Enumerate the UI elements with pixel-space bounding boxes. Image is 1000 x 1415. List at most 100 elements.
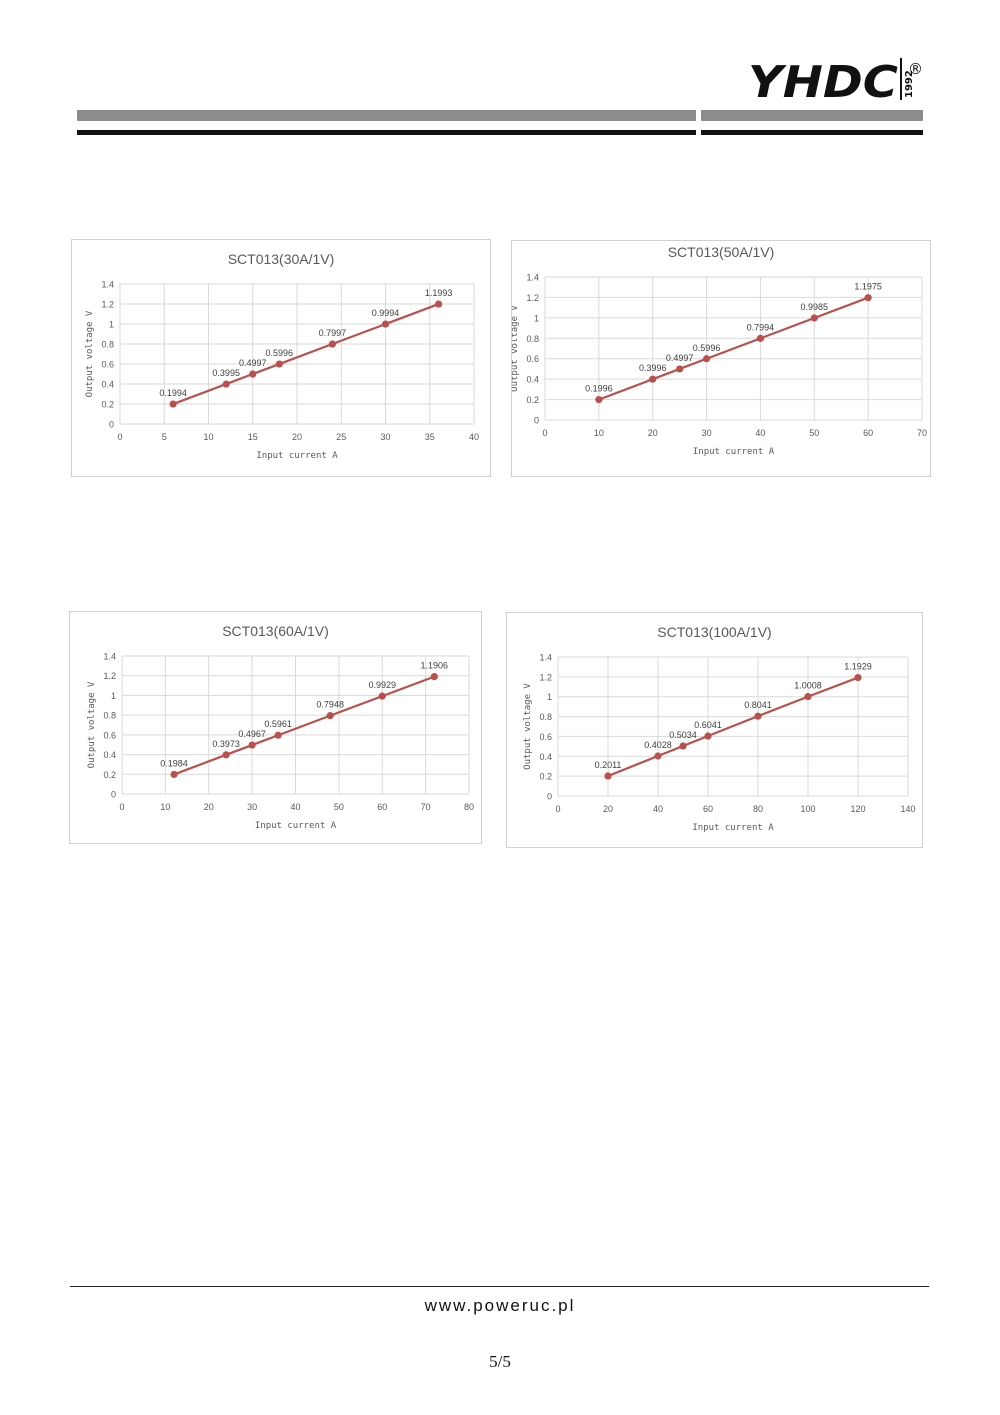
x-tick-label: 25 xyxy=(336,432,346,442)
y-tick-label: 0.2 xyxy=(526,395,539,405)
chart-title: SCT013(30A/1V) xyxy=(228,251,335,267)
x-tick-label: 70 xyxy=(421,802,431,812)
data-label: 0.4967 xyxy=(238,729,266,739)
y-tick-label: 0.8 xyxy=(526,334,539,344)
y-tick-label: 1.2 xyxy=(526,293,539,303)
x-tick-label: 80 xyxy=(753,804,763,814)
x-tick-label: 40 xyxy=(755,428,765,438)
logo-text: YHDC xyxy=(748,58,898,102)
data-point xyxy=(676,365,684,373)
y-tick-label: 0.6 xyxy=(539,732,552,742)
data-point xyxy=(595,396,603,404)
y-tick-label: 1.4 xyxy=(526,273,539,283)
series-line xyxy=(173,675,435,776)
y-tick-label: 0.8 xyxy=(103,711,116,721)
data-label: 0.3973 xyxy=(212,739,240,749)
x-axis-label: Input current A xyxy=(256,451,338,461)
data-label: 0.1996 xyxy=(585,384,613,394)
data-point xyxy=(854,673,862,682)
x-tick-label: 60 xyxy=(863,428,873,438)
chart-sct013-30a: SCT013(30A/1V) 0 0.2 0.4 0.6 0.8 1 1.2 1.4 0 5 10 15… xyxy=(71,239,491,477)
data-label: 1.0008 xyxy=(794,681,822,691)
data-label: 0.5034 xyxy=(669,730,697,740)
x-tick-label: 80 xyxy=(464,802,474,812)
data-label: 0.6041 xyxy=(694,720,722,730)
data-point xyxy=(328,340,336,348)
x-tick-label: 10 xyxy=(160,802,170,812)
header-bar-gray-right xyxy=(701,110,923,121)
data-point xyxy=(274,731,282,739)
footer-url: www.poweruc.pl xyxy=(424,1296,576,1315)
data-label: 0.2011 xyxy=(595,760,622,770)
x-tick-label: 10 xyxy=(594,428,604,438)
x-axis-label: Input current A xyxy=(693,447,775,457)
chart-sct013-60a: SCT013(60A/1V) 0 0.2 0.4 0.6 0.8 1 1.2 1.4 0 10 20 3… xyxy=(69,611,482,844)
y-tick-label: 0.6 xyxy=(101,360,114,370)
y-tick-label: 0.4 xyxy=(103,750,116,760)
y-axis-label: Output voltage V xyxy=(512,305,520,392)
y-tick-label: 1.2 xyxy=(539,672,552,682)
x-tick-label: 30 xyxy=(247,802,257,812)
x-axis-label: Input current A xyxy=(255,821,337,831)
x-axis-label: Input current A xyxy=(692,823,774,833)
x-tick-label: 50 xyxy=(809,428,819,438)
x-tick-label: 0 xyxy=(119,802,124,812)
data-label: 0.5961 xyxy=(264,719,292,729)
data-point xyxy=(756,334,765,342)
data-label: 0.9994 xyxy=(372,308,400,318)
data-label: 0.9985 xyxy=(801,302,829,312)
data-label: 0.7997 xyxy=(319,328,347,338)
y-tick-label: 1.2 xyxy=(103,671,116,681)
x-tick-label: 30 xyxy=(702,428,712,438)
header-bar-gray xyxy=(77,110,696,121)
y-tick-label: 1 xyxy=(534,313,539,323)
data-label: 0.4028 xyxy=(644,740,672,750)
page-number: 5/5 xyxy=(489,1352,511,1371)
y-axis-label: Output voltage V xyxy=(85,310,95,397)
series-line xyxy=(607,676,859,778)
y-tick-label: 1 xyxy=(111,691,116,701)
chart-sct013-50a: SCT013(50A/1V) 0 0.2 0.4 0.6 0.8 1 1.2 1.4 0 10 20 3… xyxy=(511,240,931,477)
data-point xyxy=(679,742,687,750)
data-label: 0.4997 xyxy=(239,358,267,368)
y-tick-label: 1.4 xyxy=(103,652,116,662)
data-label: 0.5996 xyxy=(693,343,721,353)
data-point xyxy=(649,375,657,383)
data-point xyxy=(864,294,872,302)
y-tick-label: 1 xyxy=(547,692,552,702)
logo-year: 1992 xyxy=(904,70,915,98)
data-point xyxy=(249,370,257,378)
data-point xyxy=(604,772,612,780)
x-tick-label: 50 xyxy=(334,802,344,812)
data-point xyxy=(435,300,443,308)
x-tick-label: 120 xyxy=(850,804,865,814)
data-label: 0.3995 xyxy=(212,368,240,378)
y-tick-label: 0.4 xyxy=(101,380,114,390)
series-line xyxy=(598,296,869,401)
registered-mark-icon: ® xyxy=(908,60,923,78)
data-label: 0.5996 xyxy=(266,348,294,358)
data-point xyxy=(248,741,256,749)
x-tick-label: 140 xyxy=(900,804,915,814)
x-tick-label: 60 xyxy=(703,804,713,814)
x-tick-label: 70 xyxy=(917,428,927,438)
data-label: 0.7994 xyxy=(747,322,775,332)
x-tick-label: 20 xyxy=(648,428,658,438)
x-tick-label: 60 xyxy=(377,802,387,812)
data-point xyxy=(222,751,230,759)
y-tick-label: 0.2 xyxy=(103,770,116,780)
y-tick-label: 0.8 xyxy=(101,340,114,350)
header-bar-black-right xyxy=(701,130,923,135)
y-tick-label: 0 xyxy=(534,416,539,426)
x-tick-label: 0 xyxy=(117,432,122,442)
x-tick-label: 0 xyxy=(555,804,560,814)
y-tick-label: 1.2 xyxy=(101,300,114,310)
data-label: 0.9929 xyxy=(368,680,396,690)
y-tick-label: 1.4 xyxy=(539,653,552,663)
y-tick-label: 0.6 xyxy=(526,354,539,364)
x-tick-label: 40 xyxy=(653,804,663,814)
data-label: 0.3996 xyxy=(639,363,667,373)
data-point xyxy=(169,400,177,408)
x-tick-label: 5 xyxy=(162,432,167,442)
data-point xyxy=(810,314,818,322)
